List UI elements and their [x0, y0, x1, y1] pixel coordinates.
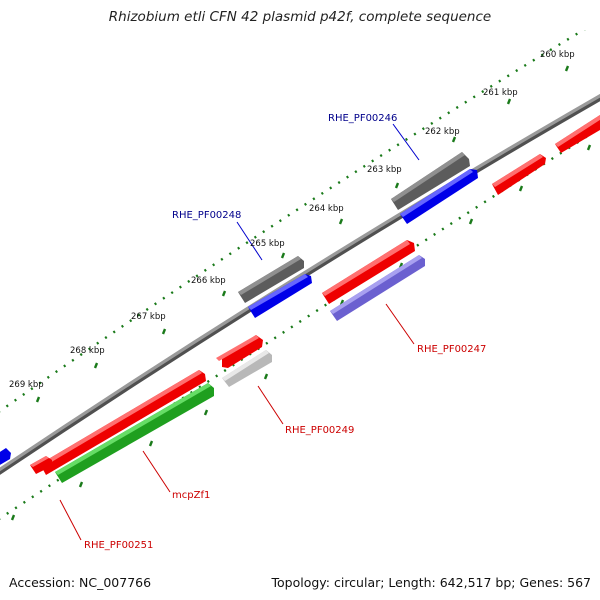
gene-rhe-pf00246[interactable]: [391, 152, 470, 210]
gene-purple[interactable]: [330, 255, 425, 321]
gene-mcpzf1[interactable]: [55, 383, 214, 483]
accession-text: Accession: NC_007766: [9, 575, 152, 590]
ruler-label-260: 260 kbp: [540, 50, 575, 60]
ruler-label-267: 267 kbp: [131, 312, 166, 322]
topology-stats-text: Topology: circular; Length: 642,517 bp; …: [271, 575, 592, 590]
gene-red-top-right-2[interactable]: [555, 115, 600, 153]
gene-label-rhe-pf00249[interactable]: RHE_PF00249: [285, 425, 354, 436]
gene-blue-upper[interactable]: [400, 169, 478, 224]
ruler-label-261: 261 kbp: [483, 88, 518, 98]
gene-blue-lower[interactable]: [248, 274, 312, 318]
gene-rhe-pf00249-red[interactable]: [216, 335, 263, 368]
inner-major-ticks: [10, 144, 592, 521]
ruler-label-269: 269 kbp: [9, 380, 44, 390]
ruler-label-262: 262 kbp: [425, 127, 460, 137]
gene-rhe-pf00251[interactable]: [30, 456, 52, 474]
gene-label-rhe-pf00248[interactable]: RHE_PF00248: [172, 210, 241, 221]
gene-long-red[interactable]: [40, 370, 206, 475]
gene-rhe-pf00248[interactable]: [238, 256, 304, 303]
gene-label-mcpzf1[interactable]: mcpZf1: [172, 490, 210, 501]
gene-red-top-right-1[interactable]: [492, 154, 546, 195]
backbone: [0, 93, 600, 472]
ruler-label-266: 266 kbp: [191, 276, 226, 286]
gene-rhe-pf00247[interactable]: [322, 240, 415, 304]
map-title: Rhizobium etli CFN 42 plasmid p42f, comp…: [108, 9, 492, 25]
label-leader-lines: [59, 123, 420, 541]
gene-blue-far-left[interactable]: [0, 448, 11, 466]
gene-label-rhe-pf00247[interactable]: RHE_PF00247: [417, 344, 486, 355]
gene-label-rhe-pf00246[interactable]: RHE_PF00246: [328, 113, 397, 124]
gene-label-rhe-pf00251[interactable]: RHE_PF00251: [84, 540, 153, 551]
outer-major-ticks: [35, 65, 570, 403]
ruler-label-268: 268 kbp: [70, 346, 105, 356]
ruler-label-263: 263 kbp: [367, 165, 402, 175]
ruler-label-264: 264 kbp: [309, 204, 344, 214]
outer-tick-track: [0, 30, 586, 413]
ruler-label-265: 265 kbp: [250, 239, 285, 249]
gene-light-gray[interactable]: [222, 350, 272, 387]
